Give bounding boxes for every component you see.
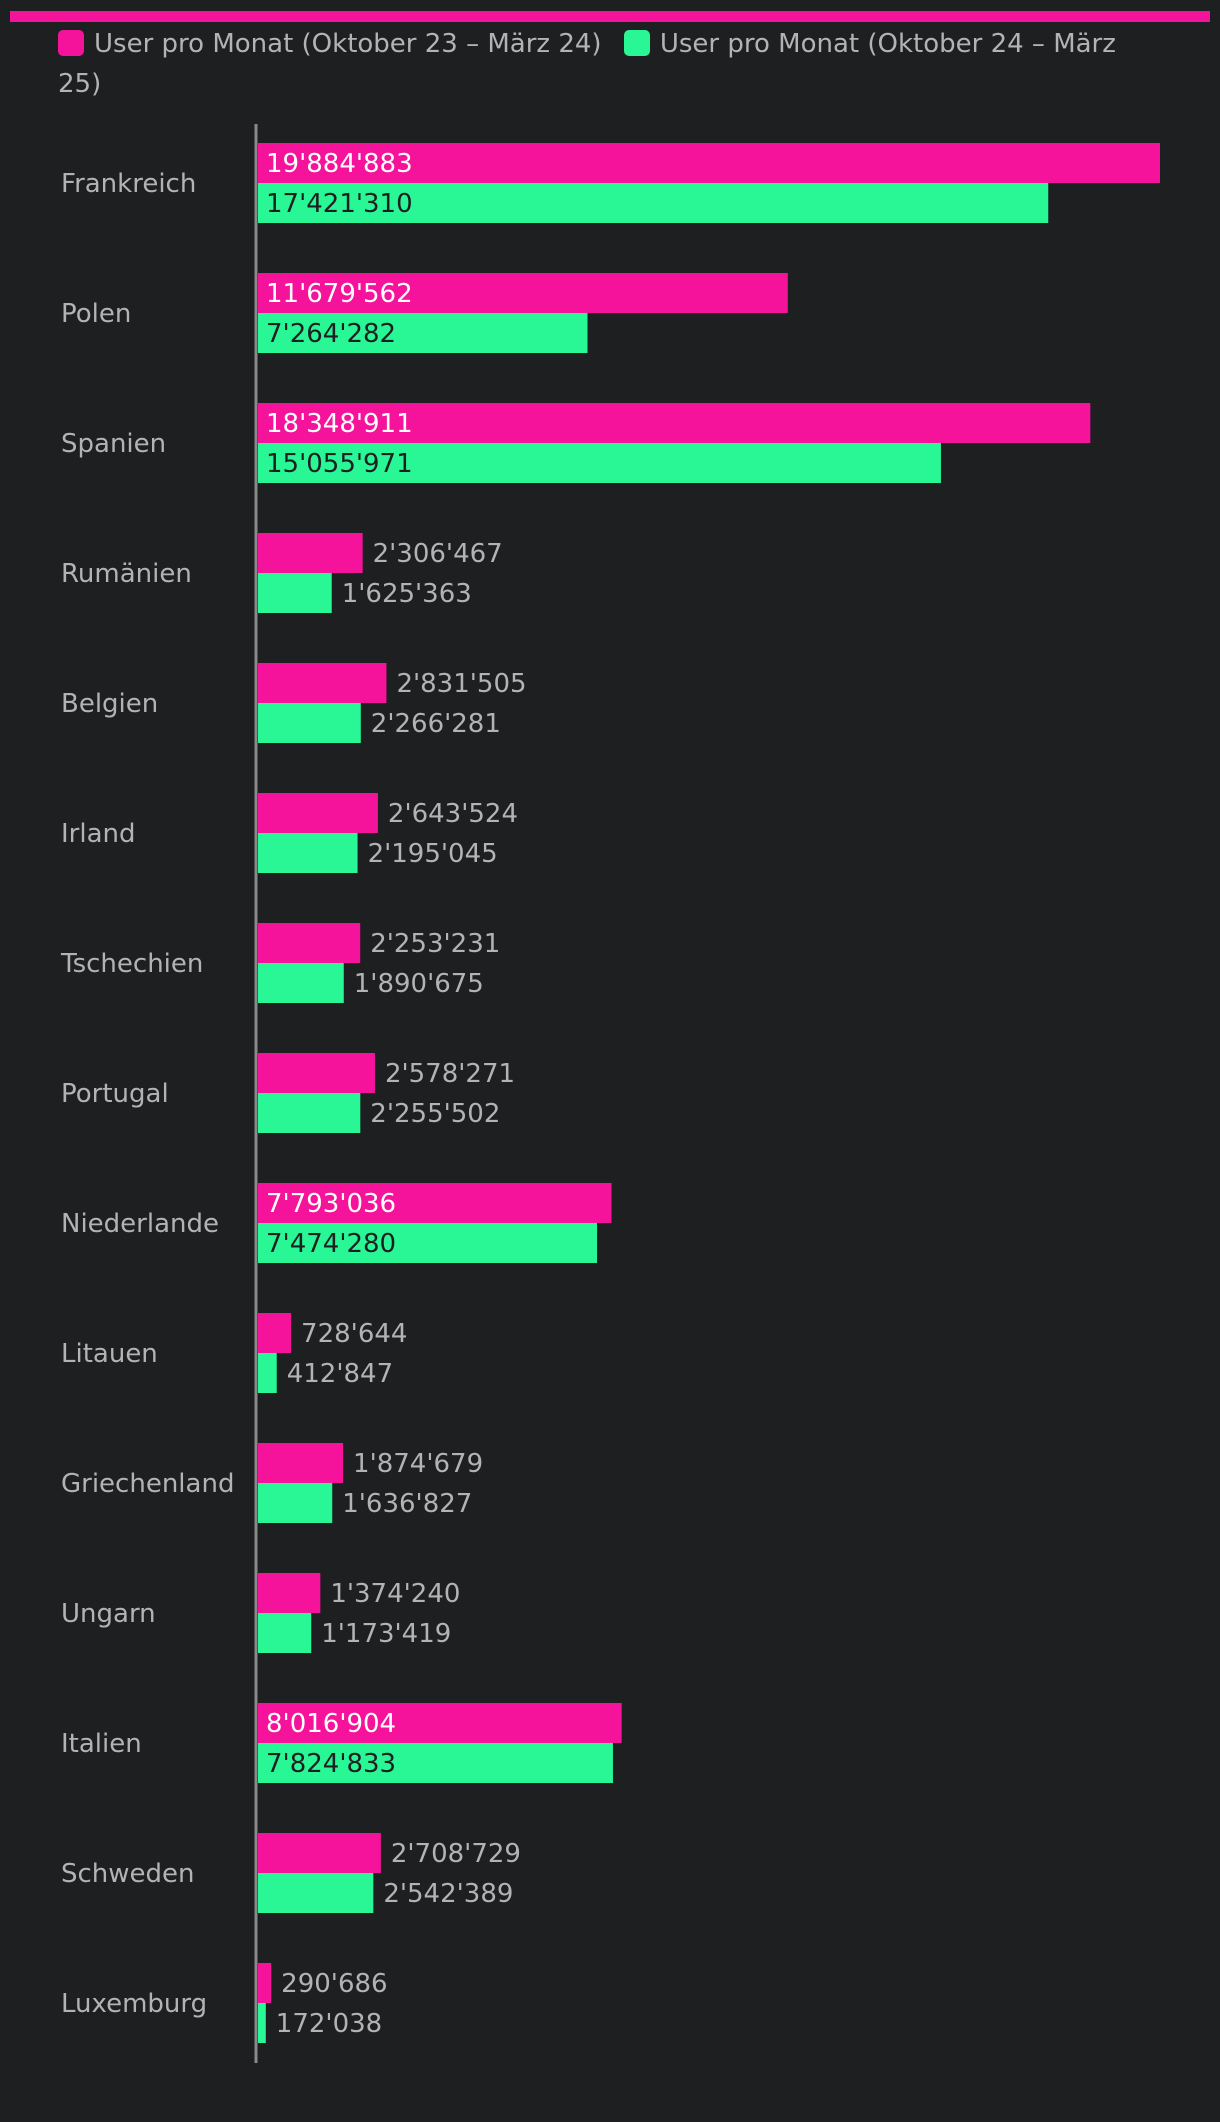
data-label-series1: 2'831'505 — [396, 669, 526, 699]
category-label: Irland — [61, 819, 136, 849]
bar-series1[interactable] — [258, 1963, 272, 2003]
bar-series1[interactable] — [258, 533, 363, 573]
bar-series1[interactable] — [258, 923, 361, 963]
data-label-series1: 18'348'911 — [266, 409, 413, 439]
category-label: Rumänien — [61, 559, 192, 589]
header-accent-bar — [10, 11, 1210, 22]
data-label-series2: 7'824'833 — [266, 1749, 396, 1779]
legend-label-series2: User pro Monat (Oktober 24 – März 25) — [58, 29, 1116, 99]
bar-series1[interactable] — [258, 403, 1091, 443]
bar-series2[interactable] — [258, 1483, 333, 1523]
data-label-series1: 1'874'679 — [353, 1449, 483, 1479]
data-label-series2: 1'636'827 — [342, 1489, 472, 1519]
data-label-series1: 728'644 — [301, 1319, 407, 1349]
bar-series2[interactable] — [258, 703, 361, 743]
data-label-series1: 2'578'271 — [385, 1059, 515, 1089]
category-label: Ungarn — [61, 1599, 156, 1629]
bar-series1[interactable] — [258, 1443, 344, 1483]
data-label-series2: 1'173'419 — [321, 1619, 451, 1649]
bar-series2[interactable] — [258, 1613, 312, 1653]
bar-series2[interactable] — [258, 573, 332, 613]
bar-series2[interactable] — [258, 313, 588, 353]
bar-series2[interactable] — [258, 2003, 266, 2043]
data-label-series2: 2'542'389 — [383, 1879, 513, 1909]
bar-series2[interactable] — [258, 1223, 598, 1263]
bar-series1[interactable] — [258, 143, 1160, 183]
bar-series1[interactable] — [258, 1183, 612, 1223]
data-label-series2: 15'055'971 — [266, 449, 413, 479]
data-label-series1: 2'253'231 — [370, 929, 500, 959]
data-label-series1: 7'793'036 — [266, 1189, 396, 1219]
category-label: Schweden — [61, 1859, 195, 1889]
bar-series1[interactable] — [258, 663, 387, 703]
data-label-series2: 1'890'675 — [354, 969, 484, 999]
bar-series1[interactable] — [258, 1313, 292, 1353]
data-label-series1: 8'016'904 — [266, 1709, 396, 1739]
data-label-series1: 290'686 — [281, 1969, 387, 1999]
category-label: Griechenland — [61, 1469, 234, 1499]
data-label-series2: 2'255'502 — [370, 1099, 500, 1129]
legend: User pro Monat (Oktober 23 – März 24) Us… — [58, 24, 1178, 104]
data-label-series2: 7'474'280 — [266, 1229, 396, 1259]
legend-swatch-series2 — [623, 30, 650, 56]
data-label-series2: 17'421'310 — [266, 189, 413, 219]
category-label: Portugal — [61, 1079, 169, 1109]
category-label: Litauen — [61, 1339, 158, 1369]
bar-series2[interactable] — [258, 833, 358, 873]
data-label-series2: 2'266'281 — [371, 709, 501, 739]
data-label-series1: 19'884'883 — [266, 149, 413, 179]
legend-item-series2[interactable]: User pro Monat (Oktober 24 – März 25) — [58, 29, 1116, 99]
bar-series1[interactable] — [258, 1703, 622, 1743]
bar-series2[interactable] — [258, 183, 1049, 223]
bar-series2[interactable] — [258, 1093, 361, 1133]
data-label-series1: 11'679'562 — [266, 279, 413, 309]
category-label: Belgien — [61, 689, 158, 719]
legend-item-series1[interactable]: User pro Monat (Oktober 23 – März 24) — [58, 29, 602, 59]
bar-series2[interactable] — [258, 443, 941, 483]
data-label-series2: 1'625'363 — [342, 579, 472, 609]
category-label: Niederlande — [61, 1209, 219, 1239]
category-label: Luxemburg — [61, 1989, 207, 2019]
data-label-series1: 2'643'524 — [388, 799, 518, 829]
category-label: Polen — [61, 299, 131, 329]
data-label-series1: 2'708'729 — [391, 1839, 521, 1869]
data-label-series2: 7'264'282 — [266, 319, 396, 349]
category-label: Italien — [61, 1729, 142, 1759]
category-label: Spanien — [61, 429, 166, 459]
data-label-series2: 2'195'045 — [368, 839, 498, 869]
category-label: Tschechien — [60, 949, 203, 979]
legend-label-series1: User pro Monat (Oktober 23 – März 24) — [94, 29, 602, 59]
bar-series2[interactable] — [258, 1353, 277, 1393]
bar-series1[interactable] — [258, 273, 788, 313]
data-label-series1: 1'374'240 — [330, 1579, 460, 1609]
bar-series1[interactable] — [258, 793, 378, 833]
bar-series1[interactable] — [258, 1573, 321, 1613]
data-label-series2: 412'847 — [287, 1359, 393, 1389]
data-label-series1: 2'306'467 — [373, 539, 503, 569]
legend-swatch-series1 — [58, 30, 84, 56]
bar-series2[interactable] — [258, 963, 344, 1003]
bar-series2[interactable] — [258, 1873, 374, 1913]
bar-series1[interactable] — [258, 1833, 381, 1873]
bar-series2[interactable] — [258, 1743, 613, 1783]
data-label-series2: 172'038 — [276, 2009, 382, 2039]
category-label: Frankreich — [61, 169, 196, 199]
bar-series1[interactable] — [258, 1053, 375, 1093]
